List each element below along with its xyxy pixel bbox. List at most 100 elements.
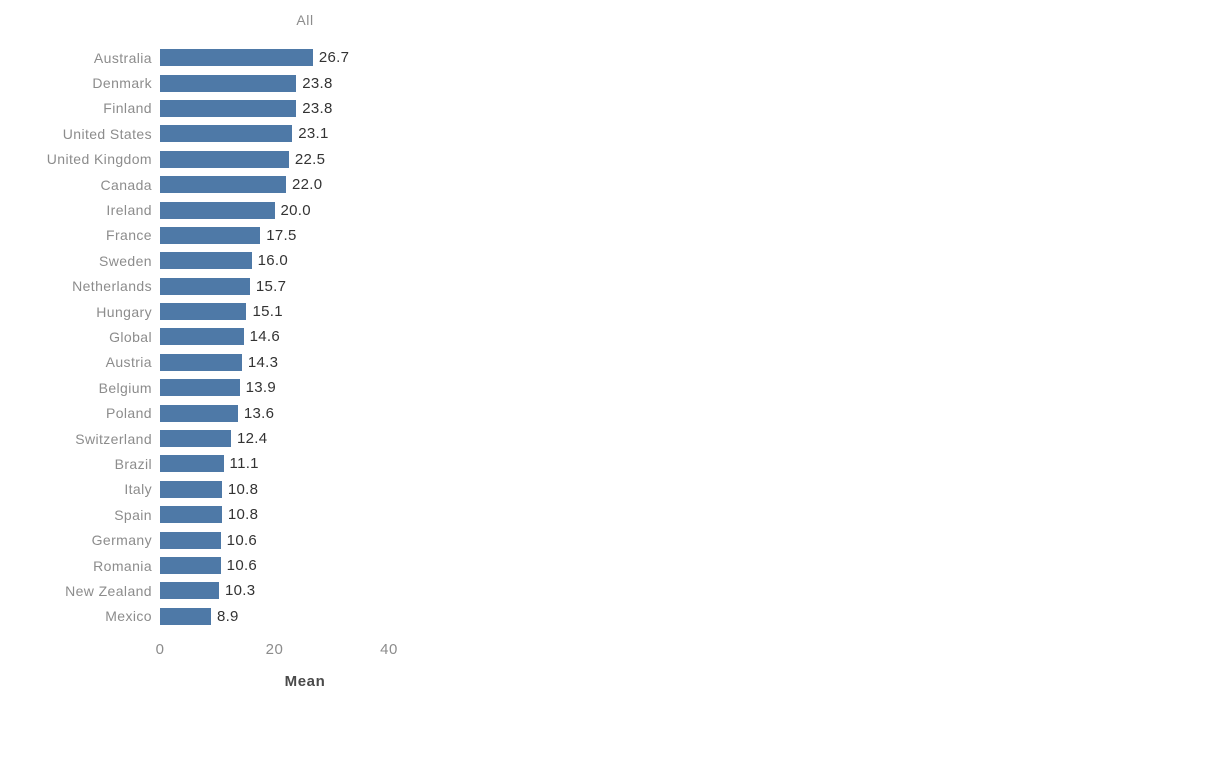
value-label: 17.5 xyxy=(266,226,297,244)
bar-track: 10.8 xyxy=(160,506,259,524)
category-label: Austria xyxy=(105,354,152,371)
value-label: 14.3 xyxy=(247,353,279,371)
x-tick-label: 0 xyxy=(155,640,165,658)
bar-row: Ireland 20.0 xyxy=(8,197,450,222)
category-label: Finland xyxy=(103,100,152,117)
bar-track: 13.9 xyxy=(160,379,276,397)
value-label: 23.8 xyxy=(302,99,333,117)
bar[interactable] xyxy=(160,99,297,117)
bar[interactable] xyxy=(160,506,222,524)
bar-row: Australia 26.7 xyxy=(8,45,450,70)
value-label: 13.6 xyxy=(243,404,275,422)
value-label: 12.4 xyxy=(236,430,268,448)
bar-row: Belgium 13.9 xyxy=(8,375,450,400)
bar[interactable] xyxy=(160,176,286,194)
x-tick-label: 40 xyxy=(380,640,398,658)
bar-track: 15.7 xyxy=(160,277,287,295)
bar-track: 8.9 xyxy=(160,607,239,625)
category-label: Germany xyxy=(91,532,152,549)
category-label: United Kingdom xyxy=(46,151,152,168)
bar[interactable] xyxy=(160,49,313,67)
bar-track: 23.8 xyxy=(160,99,333,117)
value-label: 8.9 xyxy=(216,607,239,625)
bar[interactable] xyxy=(160,252,252,270)
category-label: France xyxy=(106,227,152,244)
x-axis-label-row: Mean xyxy=(160,673,450,690)
bar[interactable] xyxy=(160,582,219,600)
bar-row: United States 23.1 xyxy=(8,121,450,146)
bar-track: 13.6 xyxy=(160,404,275,422)
bar[interactable] xyxy=(160,74,297,92)
bar[interactable] xyxy=(160,430,231,448)
value-label: 22.0 xyxy=(291,176,323,194)
bar-row: Poland 13.6 xyxy=(8,400,450,425)
value-label: 23.1 xyxy=(298,125,329,143)
value-label: 23.8 xyxy=(302,74,333,92)
bar-row: Global 14.6 xyxy=(8,324,450,349)
bar[interactable] xyxy=(160,480,222,498)
category-label: Global xyxy=(109,328,152,345)
bar-track: 17.5 xyxy=(160,226,297,244)
bar-track: 12.4 xyxy=(160,430,268,448)
bar[interactable] xyxy=(160,125,293,143)
value-label: 10.6 xyxy=(226,557,258,574)
bar-row: Canada 22.0 xyxy=(8,172,450,197)
bar[interactable] xyxy=(160,303,247,321)
value-label: 14.6 xyxy=(249,328,280,346)
category-label: Mexico xyxy=(105,608,152,625)
bar-row: Germany 10.6 xyxy=(8,527,450,552)
bar-row: Hungary 15.1 xyxy=(8,299,450,324)
category-label: Canada xyxy=(100,176,152,193)
bar[interactable] xyxy=(160,277,250,295)
bar[interactable] xyxy=(160,150,289,168)
value-label: 10.3 xyxy=(224,582,256,600)
bar-row: Switzerland 12.4 xyxy=(8,426,450,451)
bar-track: 10.6 xyxy=(160,557,257,574)
value-label: 10.8 xyxy=(227,506,259,524)
category-label: Denmark xyxy=(92,75,152,92)
value-label: 15.7 xyxy=(255,277,287,295)
x-axis-label: Mean xyxy=(284,672,326,690)
bar-row: Romania 10.6 xyxy=(8,553,450,578)
bar[interactable] xyxy=(160,455,224,473)
bar-track: 10.8 xyxy=(160,480,258,498)
category-label: Spain xyxy=(114,506,152,523)
bar-row: United Kingdom 22.5 xyxy=(8,147,450,172)
bar-row: Finland 23.8 xyxy=(8,96,450,121)
category-label: Hungary xyxy=(96,303,152,320)
bar-row: Spain 10.8 xyxy=(8,502,450,527)
bar-track: 11.1 xyxy=(160,455,259,473)
bar[interactable] xyxy=(160,607,211,625)
category-label: Belgium xyxy=(98,379,152,396)
bar[interactable] xyxy=(160,353,242,371)
bar[interactable] xyxy=(160,531,221,549)
bar[interactable] xyxy=(160,557,221,574)
x-axis: 0 20 40 xyxy=(156,640,450,661)
bar-row: New Zealand 10.3 xyxy=(8,578,450,603)
chart-title-row: All xyxy=(160,12,450,34)
category-label: Italy xyxy=(124,481,152,498)
bar-row: France 17.5 xyxy=(8,223,450,248)
bar-track: 10.3 xyxy=(160,582,256,600)
value-label: 20.0 xyxy=(280,201,311,219)
value-label: 15.1 xyxy=(252,303,283,321)
chart-title: All xyxy=(296,12,314,28)
bar-rows: Australia 26.7 Denmark 23.8 Finland 23.8 Unite… xyxy=(8,45,450,629)
bar-row: Brazil 11.1 xyxy=(8,451,450,476)
bar-track: 16.0 xyxy=(160,252,288,270)
category-label: Poland xyxy=(106,405,152,422)
bar[interactable] xyxy=(160,379,240,397)
bar-row: Italy 10.8 xyxy=(8,477,450,502)
bar-row: Netherlands 15.7 xyxy=(8,274,450,299)
bar-chart: All Australia 26.7 Denmark 23.8 Finland 23.8 U… xyxy=(8,12,450,690)
value-label: 13.9 xyxy=(245,379,276,397)
bar-row: Sweden 16.0 xyxy=(8,248,450,273)
value-label: 26.7 xyxy=(318,49,350,67)
bar[interactable] xyxy=(160,201,275,219)
category-label: Ireland xyxy=(106,202,152,219)
bar[interactable] xyxy=(160,226,261,244)
bar[interactable] xyxy=(160,328,244,346)
bar[interactable] xyxy=(160,404,238,422)
value-label: 11.1 xyxy=(229,455,259,473)
